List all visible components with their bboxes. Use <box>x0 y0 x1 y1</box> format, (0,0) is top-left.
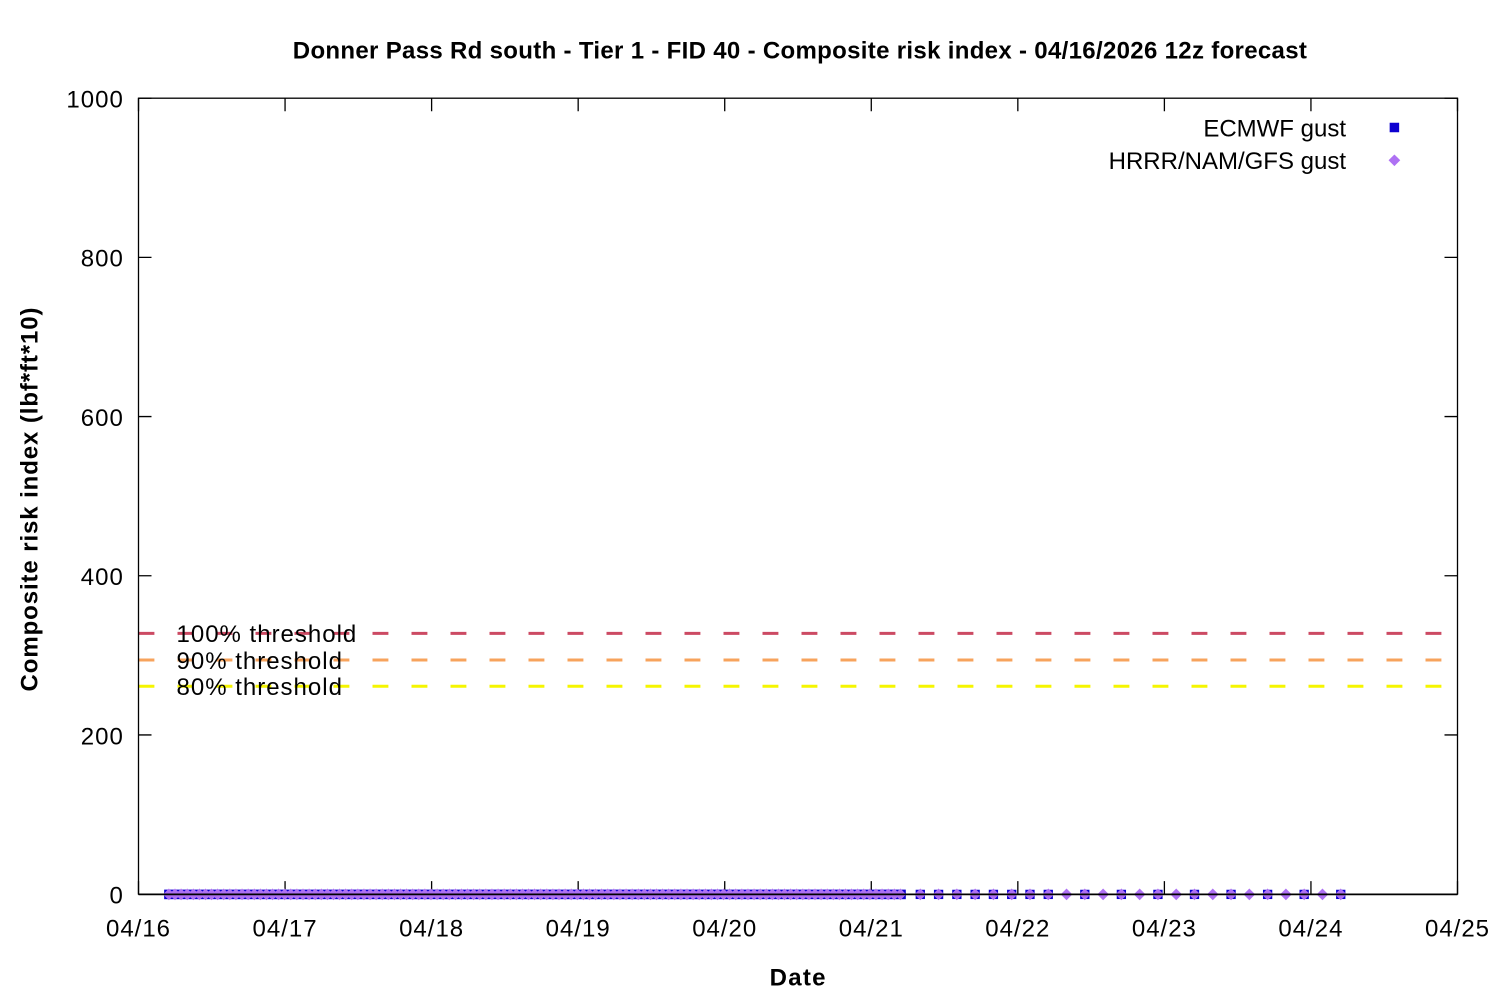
svg-text:400: 400 <box>81 564 124 591</box>
svg-text:04/20: 04/20 <box>692 916 757 943</box>
svg-text:80% threshold: 80% threshold <box>177 674 343 701</box>
svg-text:0: 0 <box>109 882 123 909</box>
svg-text:04/24: 04/24 <box>1278 916 1343 943</box>
svg-text:04/21: 04/21 <box>839 916 904 943</box>
svg-text:04/19: 04/19 <box>546 916 611 943</box>
svg-text:100% threshold: 100% threshold <box>177 621 358 648</box>
svg-text:HRRR/NAM/GFS gust: HRRR/NAM/GFS gust <box>1109 148 1347 175</box>
svg-text:04/17: 04/17 <box>253 916 318 943</box>
svg-text:600: 600 <box>81 405 124 432</box>
svg-text:800: 800 <box>81 246 124 273</box>
svg-text:ECMWF gust: ECMWF gust <box>1203 115 1346 142</box>
svg-text:04/22: 04/22 <box>985 916 1050 943</box>
svg-text:1000: 1000 <box>66 87 123 114</box>
svg-text:04/16: 04/16 <box>106 916 171 943</box>
svg-text:Donner Pass Rd south - Tier 1: Donner Pass Rd south - Tier 1 - FID 40 -… <box>293 37 1307 64</box>
svg-text:Composite risk index (lbf*ft*1: Composite risk index (lbf*ft*10) <box>17 307 44 692</box>
svg-text:90% threshold: 90% threshold <box>177 648 343 675</box>
svg-text:Date: Date <box>770 964 827 991</box>
svg-text:200: 200 <box>81 723 124 750</box>
svg-text:04/18: 04/18 <box>399 916 464 943</box>
svg-text:04/23: 04/23 <box>1132 916 1197 943</box>
svg-text:04/25: 04/25 <box>1425 916 1490 943</box>
